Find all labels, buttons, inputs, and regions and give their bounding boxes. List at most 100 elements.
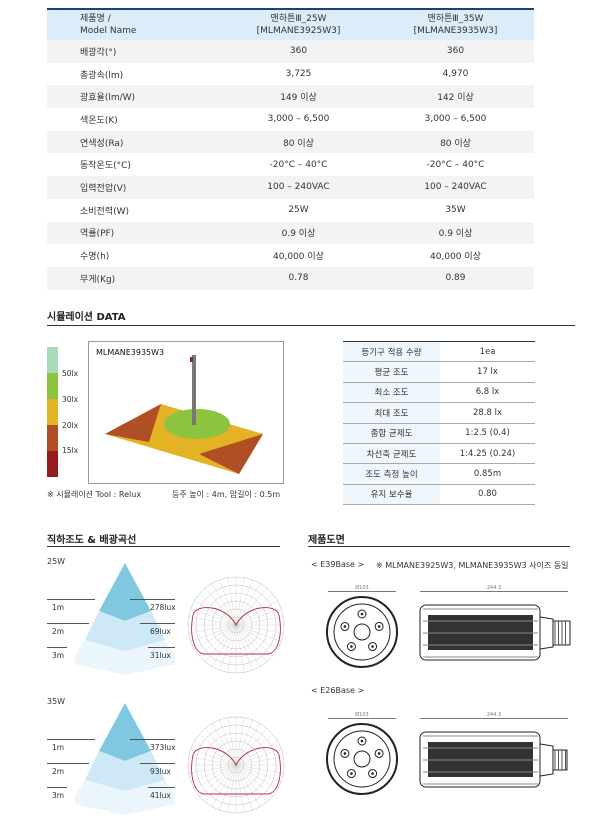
- distance-label: 3m: [52, 791, 65, 800]
- simulation-row: 종합 균제도 1:2.5 (0.4): [343, 423, 535, 444]
- wattage-label: 35W: [47, 697, 66, 706]
- header-label: 제품명 /: [80, 14, 111, 24]
- spec-row: 배광각(°) 360 360: [47, 40, 534, 63]
- wattage-label: 25W: [47, 557, 66, 566]
- legend-label: 15lx: [62, 446, 79, 455]
- spec-key: 입력전압(V): [47, 176, 220, 199]
- spec-row: 입력전압(V) 100 – 240VAC 100 – 240VAC: [47, 176, 534, 199]
- dimension-width: Ø103: [328, 712, 396, 719]
- spec-key: 광효율(lm/W): [47, 85, 220, 109]
- spec-key: 역률(PF): [47, 221, 220, 245]
- spec-row: 소비전력(W) 25W 35W: [47, 199, 534, 222]
- spec-25w: 25W: [288, 205, 309, 216]
- legend-swatch: [47, 425, 58, 451]
- spec-row: 무게(Kg) 0.78 0.89: [47, 266, 534, 290]
- lux-value: 278lux: [150, 603, 176, 612]
- divider: [47, 647, 67, 648]
- spec-25w: 149 이상: [220, 85, 377, 109]
- sim-value: 0.80: [440, 484, 535, 506]
- legend-swatch: [47, 451, 58, 477]
- divider: [47, 546, 280, 547]
- spec-25w: 3,000 – 6,500: [267, 114, 330, 125]
- illum-title: 직하조도 & 배광곡선: [47, 535, 137, 546]
- simulation-row: 차선축 균제도 1:4.25 (0.24): [343, 443, 535, 465]
- divider: [148, 787, 175, 788]
- lux-value: 93lux: [150, 767, 171, 776]
- spec-table: 제품명 / Model Name 맨하튼Ⅲ_25W [MLMANE3925W3] 맨…: [47, 8, 534, 290]
- spec-25w: -20°C – 40°C: [269, 159, 328, 170]
- sim-key: 평균 조도: [343, 361, 440, 383]
- dimension-length: 244.3: [420, 712, 568, 719]
- sim-value: 0.85m: [440, 463, 535, 485]
- simulation-scene: [105, 355, 263, 474]
- divider: [47, 623, 89, 624]
- sim-value: 6.8 lx: [440, 382, 535, 404]
- divider: [308, 546, 570, 547]
- spec-row: 광효율(lm/W) 149 이상 142 이상: [47, 85, 534, 109]
- legend-label: 20lx: [62, 421, 79, 430]
- divider: [140, 763, 175, 764]
- legend-swatch: [47, 373, 58, 399]
- spec-key: 총광속(lm): [80, 70, 124, 81]
- size-note: ※ MLMANE3925W3, MLMANE3935W3 사이즈 동일: [376, 561, 569, 570]
- simulation-row: 유지 보수율 0.80: [343, 484, 535, 506]
- spec-row: 색온도(K) 3,000 – 6,500 3,000 – 6,500: [47, 108, 534, 131]
- spec-key: 무게(Kg): [47, 266, 220, 290]
- distance-label: 3m: [52, 651, 65, 660]
- legend-swatch: [47, 399, 58, 425]
- illuminance-pyramid: [75, 563, 175, 675]
- sim-value: 1:4.25 (0.24): [440, 443, 535, 465]
- spec-key: 색온도(K): [80, 115, 118, 126]
- simulation-row: 등기구 적용 수량 1ea: [343, 341, 535, 363]
- divider: [47, 763, 89, 764]
- spec-35w: 0.9 이상: [377, 221, 534, 245]
- divider: [130, 739, 175, 740]
- model-25w: 맨하튼Ⅲ_25W: [270, 14, 327, 24]
- simulation-row: 조도 측정 높이 0.85m: [343, 463, 535, 485]
- lux-legend-bar: [47, 347, 58, 477]
- spec-row: 연색성(Ra) 80 이상 80 이상: [47, 130, 534, 154]
- spec-35w: 0.89: [377, 266, 534, 290]
- spec-key: 동작온도(°C): [80, 161, 131, 172]
- legend-label: 50lx: [62, 369, 79, 378]
- spec-row: 수명(h) 40,000 이상 40,000 이상: [47, 244, 534, 267]
- divider: [47, 325, 575, 326]
- legend-label: 30lx: [62, 395, 79, 404]
- sim-value: 1:2.5 (0.4): [440, 423, 535, 444]
- pole-info: 등주 높이 : 4m, 암길이 : 0.5m: [172, 490, 281, 499]
- sim-value: 28.8 lx: [440, 402, 535, 424]
- sim-value: 17 lx: [440, 361, 535, 383]
- simulation-render: MLMANE3935W3: [88, 341, 284, 484]
- simulation-row: 최대 조도 28.8 lx: [343, 402, 535, 424]
- model-35w-code: [MLMANE3935W3]: [413, 26, 498, 36]
- divider: [47, 787, 67, 788]
- spec-25w: 40,000 이상: [273, 252, 324, 263]
- distance-label: 1m: [52, 603, 65, 612]
- spec-25w: 0.78: [220, 266, 377, 290]
- product-drawing: [326, 723, 568, 795]
- polar-distribution-curve: [187, 716, 285, 814]
- spec-header-row: 제품명 / Model Name 맨하튼Ⅲ_25W [MLMANE3925W3] 맨…: [47, 9, 534, 40]
- spec-25w: 360: [220, 40, 377, 63]
- model-25w-code: [MLMANE3925W3]: [256, 26, 341, 36]
- spec-35w: -20°C – 40°C: [426, 159, 485, 170]
- spec-35w: 360: [377, 40, 534, 63]
- lux-value: 69lux: [150, 627, 171, 636]
- spec-key: 배광각(°): [47, 40, 220, 63]
- simulation-table: 등기구 적용 수량 1ea 평균 조도 17 lx 최소 조도 6.8 lx 최대 조도 28…: [343, 341, 535, 506]
- spec-key: 연색성(Ra): [47, 130, 220, 154]
- e39-label: < E39Base >: [311, 560, 365, 569]
- spec-35w: 142 이상: [377, 85, 534, 109]
- drawing-title: 제품도면: [308, 535, 345, 546]
- spec-35w: 3,000 – 6,500: [424, 114, 487, 125]
- simulation-tool: ※ 시뮬레이션 Tool : Relux: [47, 490, 142, 499]
- divider: [47, 739, 95, 740]
- divider: [140, 623, 175, 624]
- lux-value: 373lux: [150, 743, 176, 752]
- simulation-model: MLMANE3935W3: [96, 348, 165, 357]
- spec-25w: 80 이상: [220, 130, 377, 154]
- e26-label: < E26Base >: [311, 686, 365, 695]
- spec-35w: 80 이상: [377, 130, 534, 154]
- sim-key: 종합 균제도: [343, 423, 440, 444]
- simulation-row: 최소 조도 6.8 lx: [343, 382, 535, 404]
